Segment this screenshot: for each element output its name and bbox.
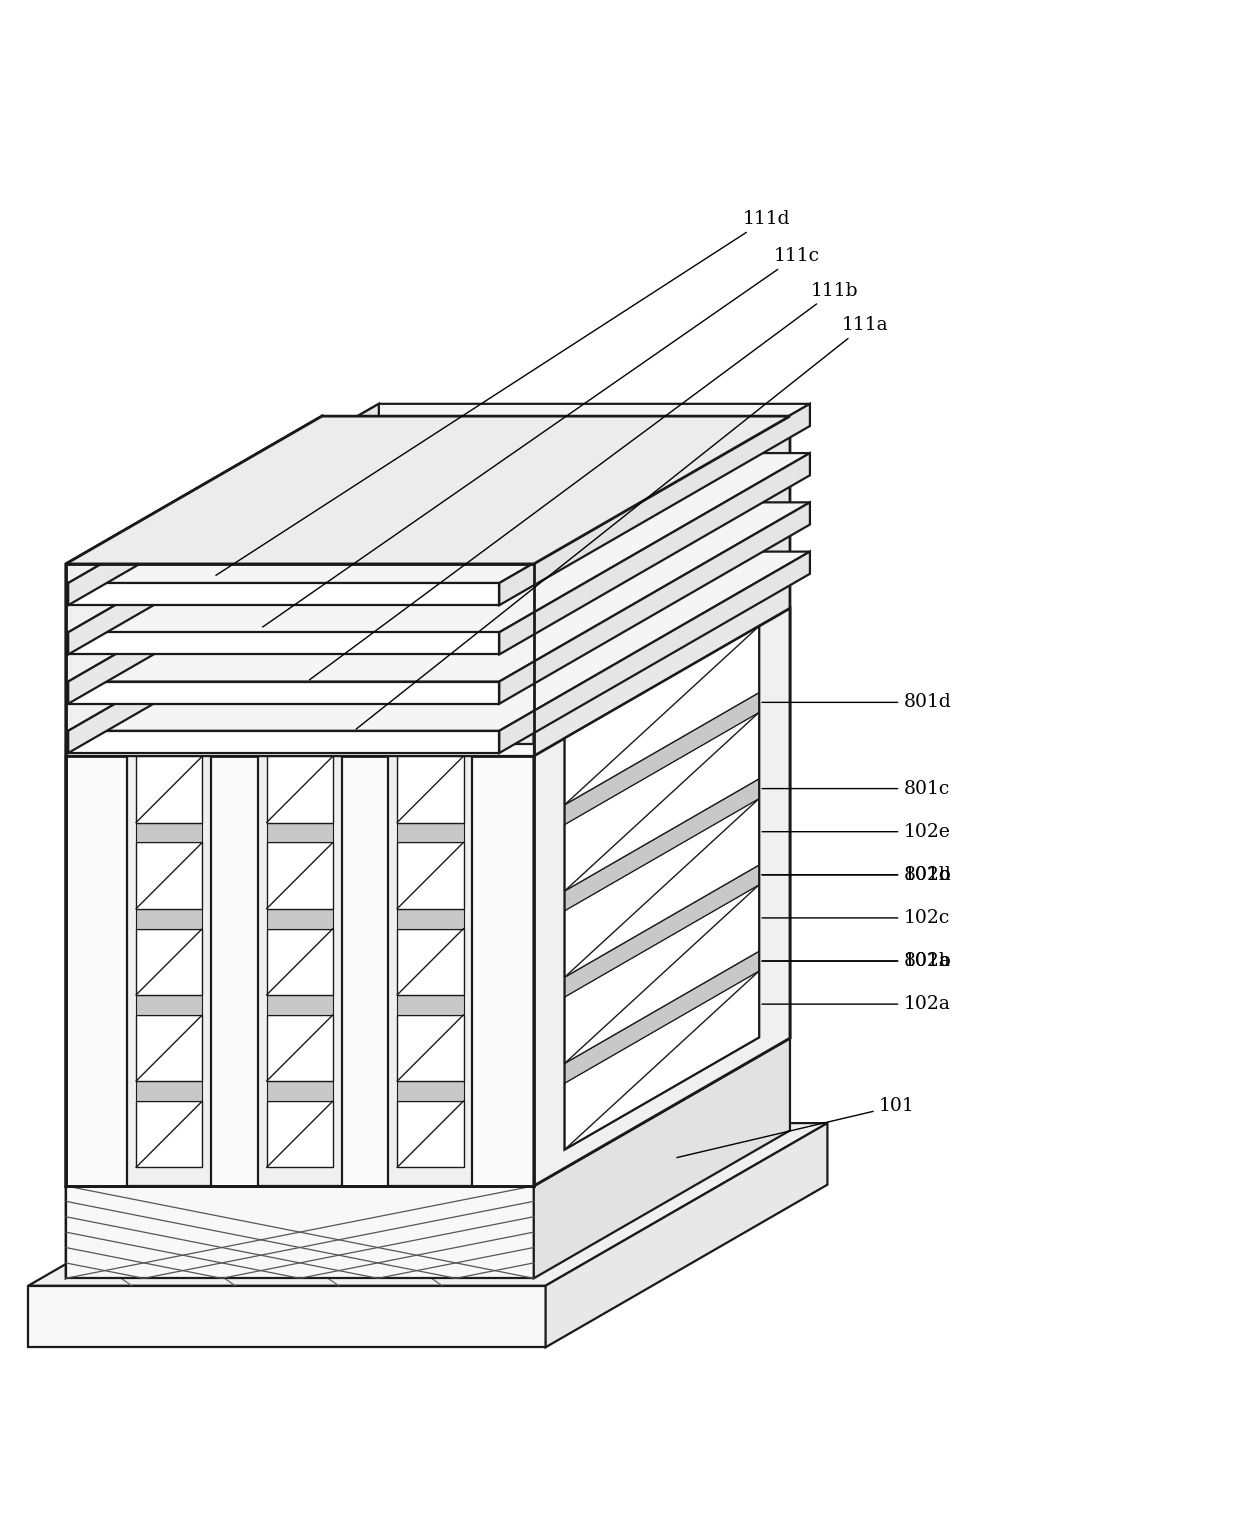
Polygon shape	[564, 626, 759, 805]
Text: 801b: 801b	[763, 866, 951, 884]
Polygon shape	[68, 454, 379, 654]
Polygon shape	[397, 1081, 464, 1100]
Polygon shape	[564, 799, 759, 977]
Polygon shape	[322, 609, 790, 1038]
Polygon shape	[533, 609, 790, 1186]
Polygon shape	[136, 995, 202, 1015]
Text: 111d: 111d	[216, 210, 791, 575]
Text: 801c: 801c	[763, 779, 950, 798]
Polygon shape	[546, 1123, 827, 1347]
Polygon shape	[258, 756, 342, 1186]
Polygon shape	[66, 744, 533, 756]
Polygon shape	[68, 731, 500, 753]
Polygon shape	[136, 842, 202, 909]
Polygon shape	[564, 779, 759, 910]
Polygon shape	[500, 403, 810, 606]
Polygon shape	[68, 403, 379, 606]
Polygon shape	[267, 995, 334, 1015]
Text: 102d: 102d	[763, 866, 951, 884]
Polygon shape	[388, 756, 472, 1186]
Polygon shape	[397, 909, 464, 928]
Polygon shape	[136, 909, 202, 928]
Polygon shape	[68, 454, 810, 632]
Polygon shape	[564, 951, 759, 1084]
Text: 111b: 111b	[310, 282, 858, 680]
Polygon shape	[29, 1123, 827, 1286]
Polygon shape	[136, 822, 202, 842]
Polygon shape	[68, 502, 379, 703]
Polygon shape	[500, 454, 810, 654]
Polygon shape	[68, 682, 500, 703]
Polygon shape	[136, 1081, 202, 1100]
Polygon shape	[533, 416, 790, 1186]
Polygon shape	[397, 756, 464, 822]
Text: 102a: 102a	[763, 995, 950, 1014]
Polygon shape	[66, 1186, 533, 1278]
Polygon shape	[68, 632, 500, 654]
Polygon shape	[68, 502, 810, 682]
Polygon shape	[267, 822, 334, 842]
Text: 102e: 102e	[763, 823, 950, 840]
Text: 801a: 801a	[763, 953, 950, 970]
Polygon shape	[68, 551, 810, 731]
Polygon shape	[397, 1100, 464, 1167]
Polygon shape	[68, 583, 500, 606]
Polygon shape	[267, 756, 334, 822]
Polygon shape	[68, 403, 810, 583]
Polygon shape	[66, 416, 322, 1186]
Polygon shape	[66, 609, 322, 1186]
Polygon shape	[564, 864, 759, 997]
Polygon shape	[128, 756, 211, 1186]
Text: 101: 101	[677, 1097, 914, 1158]
Polygon shape	[564, 693, 759, 825]
Polygon shape	[29, 1286, 546, 1347]
Text: 111c: 111c	[263, 247, 820, 627]
Polygon shape	[66, 1038, 790, 1186]
Polygon shape	[267, 842, 334, 909]
Polygon shape	[267, 1081, 334, 1100]
Polygon shape	[397, 1015, 464, 1081]
Polygon shape	[564, 971, 759, 1149]
Polygon shape	[66, 1038, 322, 1278]
Polygon shape	[500, 551, 810, 753]
Polygon shape	[136, 928, 202, 995]
Polygon shape	[267, 909, 334, 928]
Polygon shape	[68, 551, 379, 753]
Polygon shape	[564, 712, 759, 890]
Polygon shape	[500, 502, 810, 703]
Polygon shape	[397, 995, 464, 1015]
Polygon shape	[136, 1015, 202, 1081]
Polygon shape	[267, 1100, 334, 1167]
Polygon shape	[267, 1015, 334, 1081]
Text: 102b: 102b	[763, 953, 951, 970]
Polygon shape	[267, 928, 334, 995]
Polygon shape	[66, 416, 790, 565]
Text: 801d: 801d	[763, 694, 951, 711]
Polygon shape	[397, 842, 464, 909]
Polygon shape	[533, 1038, 790, 1278]
Polygon shape	[66, 756, 533, 1186]
Polygon shape	[136, 1100, 202, 1167]
Text: 111a: 111a	[356, 317, 888, 729]
Polygon shape	[136, 756, 202, 822]
Text: 102c: 102c	[763, 909, 950, 927]
Polygon shape	[397, 822, 464, 842]
Polygon shape	[397, 928, 464, 995]
Polygon shape	[564, 884, 759, 1064]
